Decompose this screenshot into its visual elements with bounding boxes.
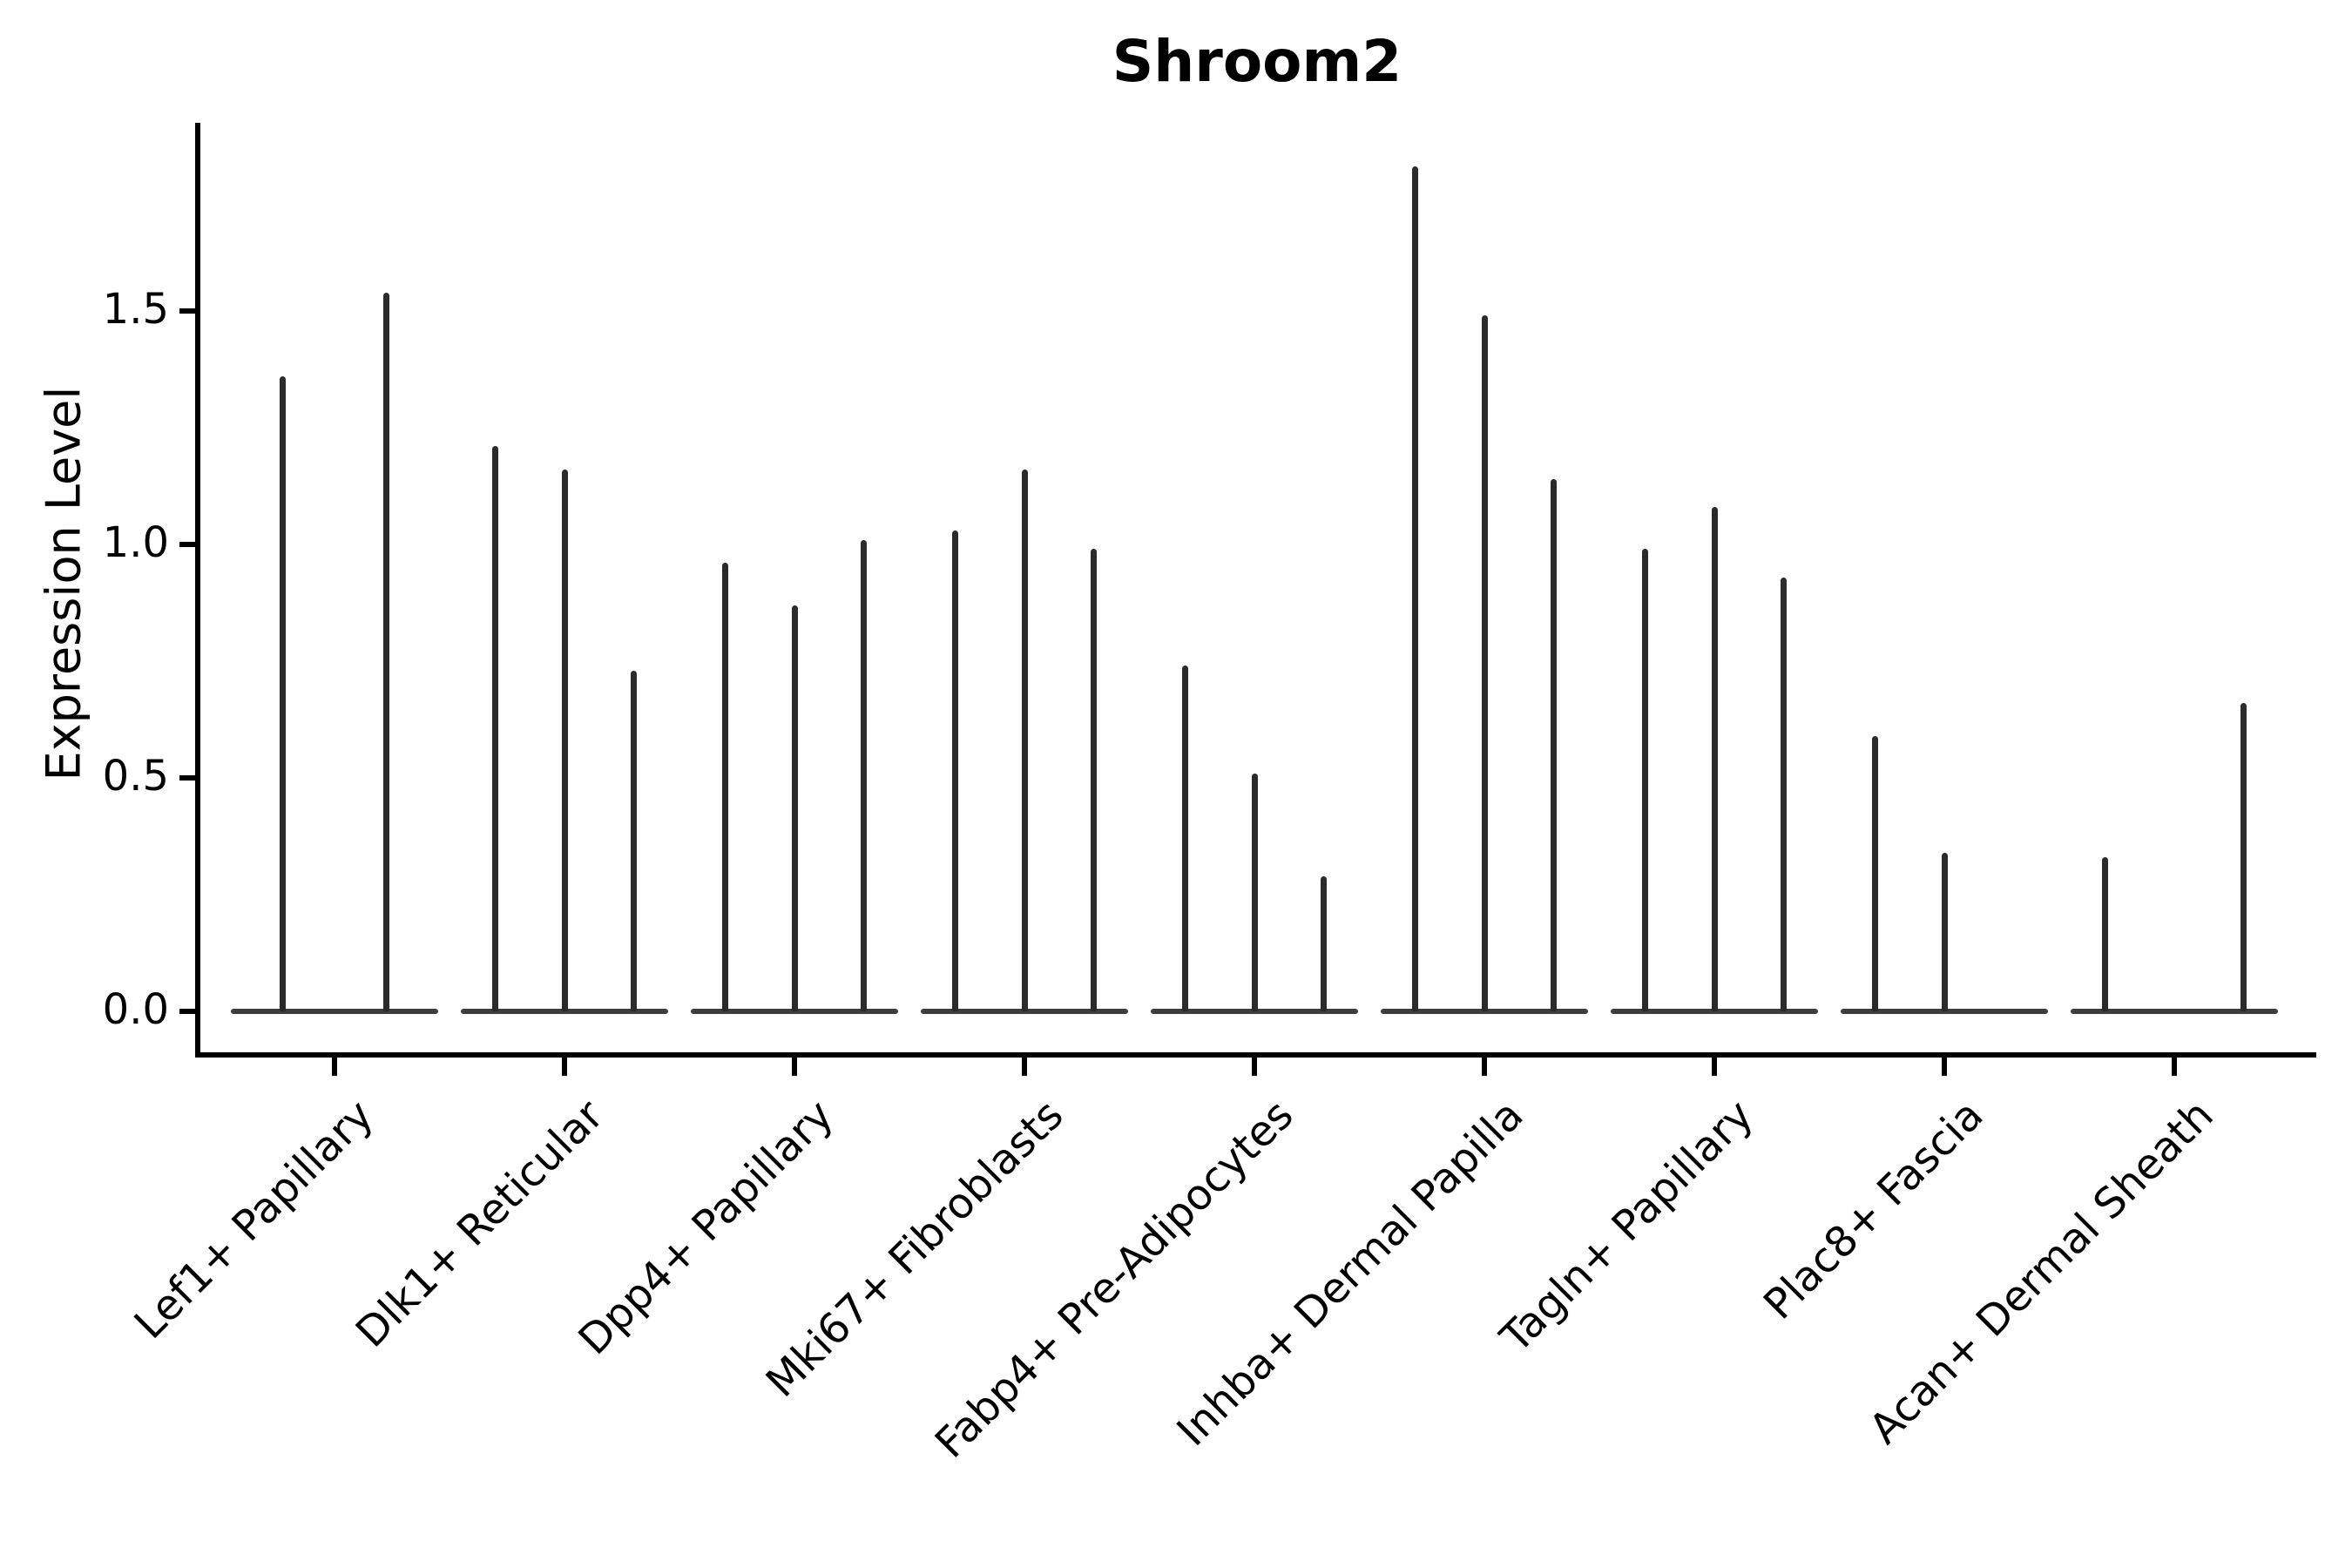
x-tick-label: Dpp4+ Papillary — [569, 1091, 843, 1365]
violin-spike — [1872, 736, 1879, 1011]
violin-spike — [1251, 774, 1258, 1011]
y-tick-mark — [179, 308, 198, 314]
violin-spike — [1550, 479, 1557, 1011]
x-tick-label: Lef1+ Papillary — [125, 1091, 383, 1348]
x-tick-mark — [332, 1058, 337, 1076]
violin-spike — [722, 563, 729, 1011]
violin-spike — [1711, 507, 1718, 1011]
violin-baseline — [461, 1009, 668, 1014]
violin-spike — [1021, 470, 1028, 1011]
x-axis-spine — [195, 1052, 2316, 1058]
violin-spike — [2240, 703, 2247, 1011]
x-tick-label: Dlk1+ Reticular — [346, 1091, 613, 1357]
y-tick-mark — [179, 775, 198, 781]
violin-spike — [1780, 578, 1787, 1011]
x-tick-mark — [1252, 1058, 1257, 1076]
x-tick-mark — [1712, 1058, 1717, 1076]
violin-spike — [1182, 666, 1189, 1011]
violin-spike — [1320, 876, 1327, 1011]
violin-baseline — [1841, 1009, 2048, 1014]
violin-spike — [2102, 857, 2109, 1011]
x-tick-mark — [1482, 1058, 1487, 1076]
y-tick-mark — [179, 542, 198, 547]
x-tick-mark — [1942, 1058, 1947, 1076]
x-tick-label: Plac8+ Fascia — [1754, 1091, 1993, 1329]
violin-spike — [630, 671, 637, 1011]
violin-spike — [383, 293, 389, 1011]
violin-spike — [1481, 315, 1488, 1011]
y-axis-spine — [195, 123, 200, 1058]
y-axis-label: Expression Level — [36, 386, 91, 781]
x-tick-mark — [562, 1058, 567, 1076]
x-tick-mark — [2172, 1058, 2177, 1076]
violin-baseline — [1611, 1009, 1818, 1014]
violin-baseline — [921, 1009, 1128, 1014]
x-tick-mark — [792, 1058, 797, 1076]
violin-baseline — [2071, 1009, 2278, 1014]
violin-spike — [1642, 549, 1649, 1011]
violin-spike — [952, 531, 959, 1011]
violin-spike — [791, 605, 798, 1011]
y-tick-label: 0.5 — [102, 751, 169, 801]
violin-baseline — [1381, 1009, 1588, 1014]
violin-spike — [1090, 549, 1097, 1011]
violin-spike — [280, 376, 286, 1011]
violin-spike — [1412, 166, 1419, 1011]
y-tick-label: 1.0 — [102, 517, 169, 567]
y-tick-label: 0.0 — [102, 984, 169, 1034]
violin-baseline — [231, 1009, 438, 1014]
x-tick-mark — [1022, 1058, 1027, 1076]
violin-baseline — [691, 1009, 898, 1014]
x-tick-label: Tagln+ Papillary — [1490, 1091, 1763, 1362]
violin-spike — [860, 540, 867, 1011]
y-tick-label: 1.5 — [102, 284, 169, 334]
violin-spike — [492, 446, 499, 1011]
violin-baseline — [1151, 1009, 1358, 1014]
violin-spike — [1941, 853, 1948, 1011]
violin-spike — [561, 470, 568, 1011]
y-tick-mark — [179, 1009, 198, 1014]
chart-title: Shroom2 — [1112, 28, 1402, 95]
